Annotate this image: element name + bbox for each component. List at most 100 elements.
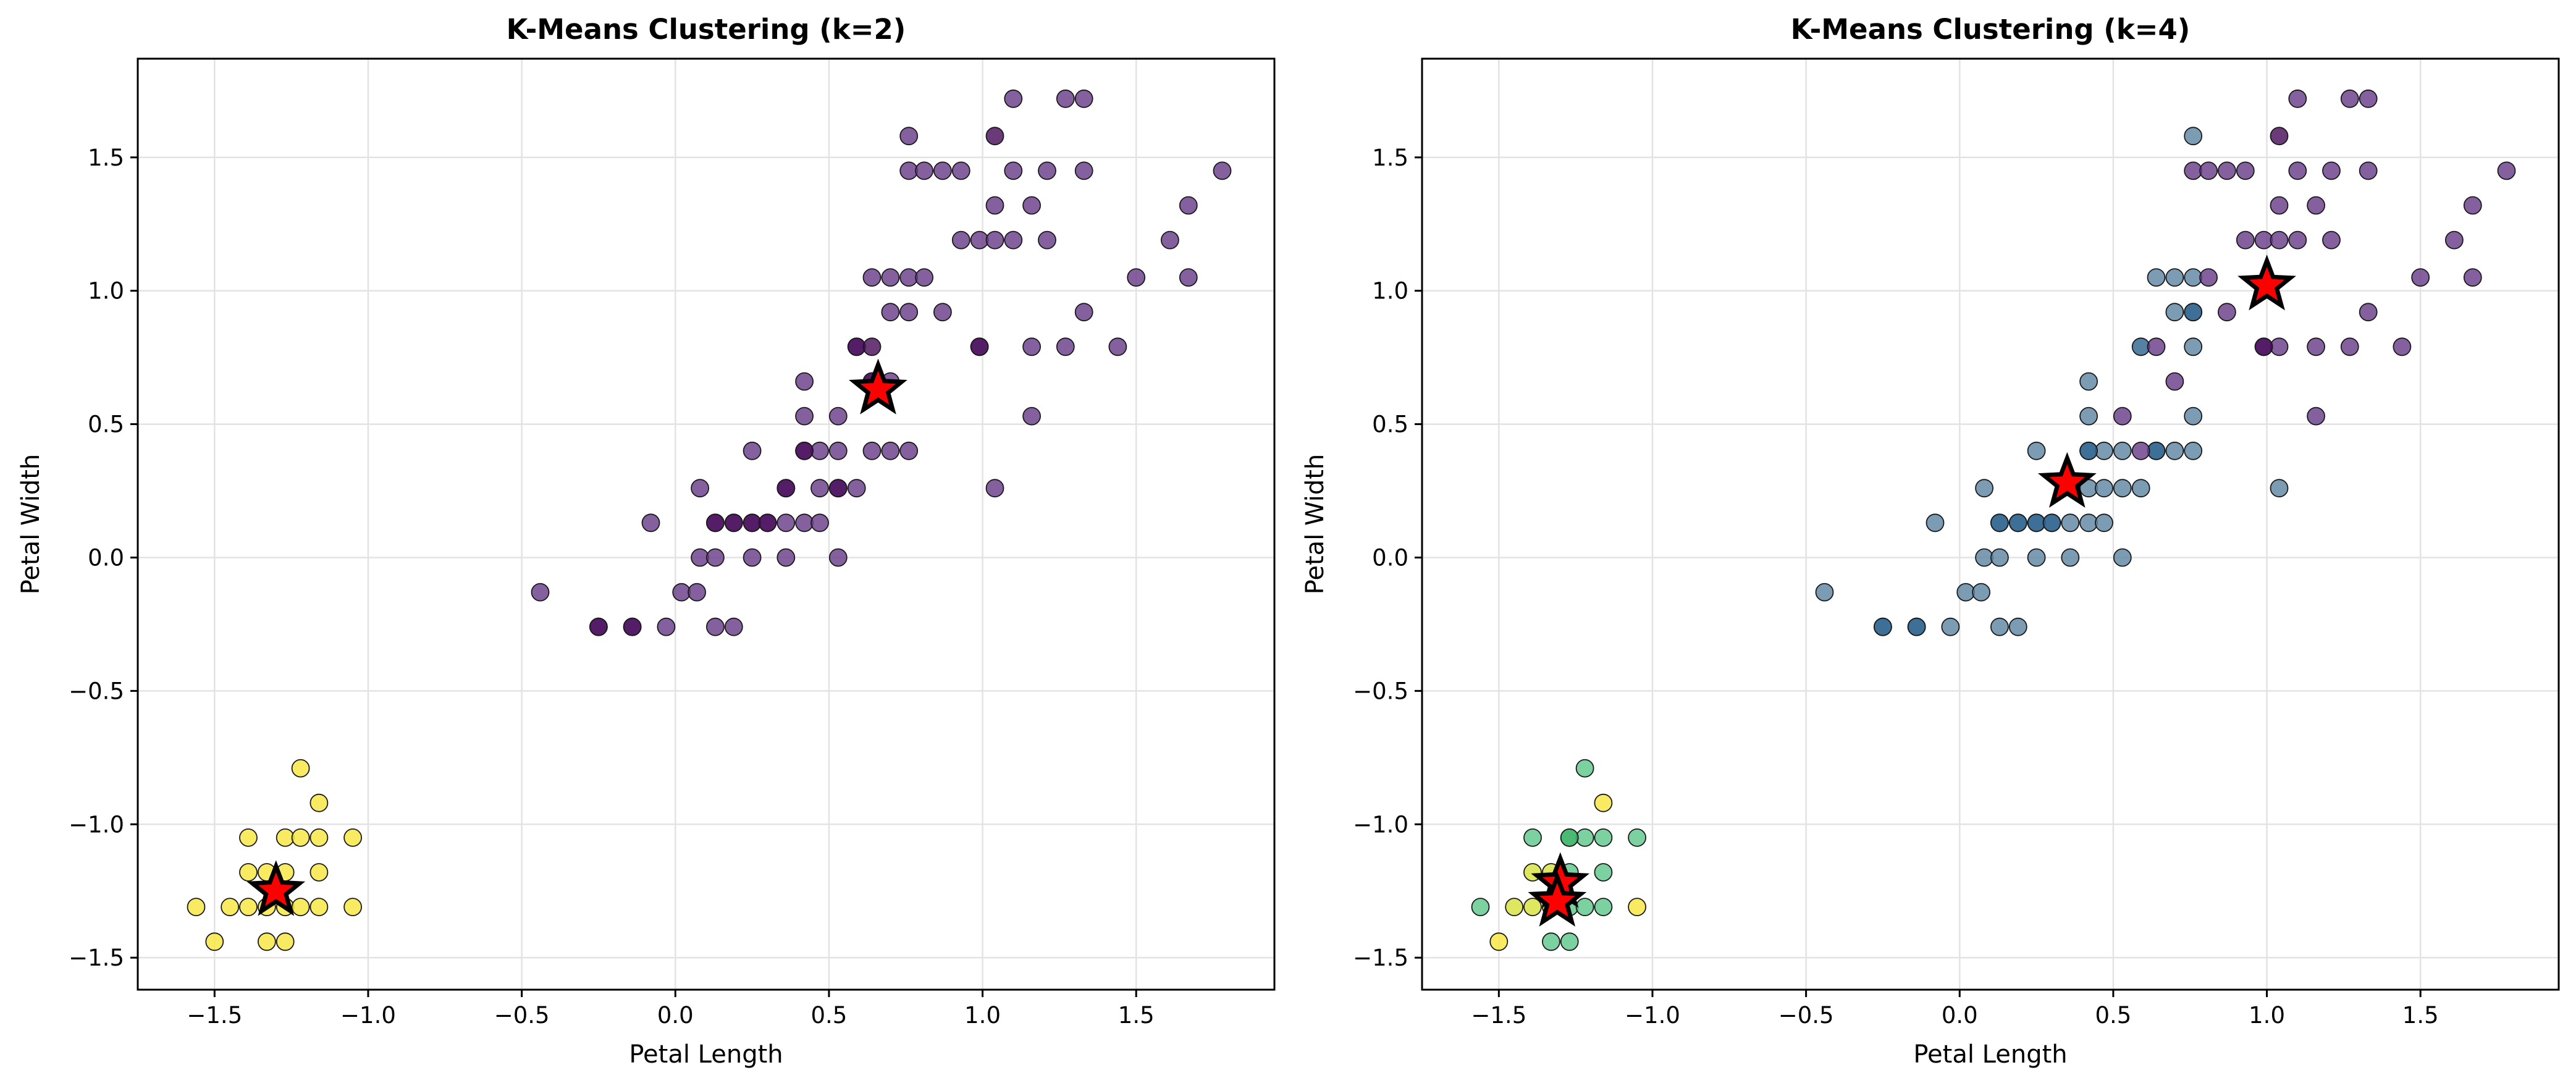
data-point [810,479,829,498]
data-point [706,617,725,636]
data-point [970,230,989,250]
data-point [2254,230,2273,250]
data-point [2411,268,2430,287]
data-point [828,441,848,460]
x-tick-label: −0.5 [1778,1002,1834,1029]
data-point [2131,441,2150,460]
data-point [2165,303,2184,322]
data-point [1594,863,1613,882]
y-tick-label: 0.5 [1372,411,1408,438]
data-point [985,196,1004,215]
data-point [1975,479,1994,498]
data-point [2165,268,2184,287]
data-point [2236,230,2255,250]
data-point [2288,89,2307,108]
data-point [2027,548,2046,567]
data-point [985,479,1004,498]
data-point [1594,793,1613,812]
x-tick-label: −0.5 [494,1002,550,1029]
data-point [2184,303,2203,322]
data-point [1213,161,1232,180]
y-tick-label: 0.5 [88,411,124,438]
data-point [1575,759,1594,778]
data-point [2184,337,2203,356]
data-point [1004,89,1023,108]
data-point [291,898,310,916]
data-point [1179,268,1198,287]
data-point [1523,828,1542,847]
data-point [2307,196,2326,215]
data-point [743,548,762,567]
x-tick-label: −1.5 [1471,1002,1526,1029]
data-point [881,441,900,460]
y-tick-label: 1.5 [1372,145,1408,171]
data-point [724,513,743,533]
data-point [309,828,329,847]
data-point [1907,617,1926,636]
data-point [1523,898,1542,916]
data-point [2079,406,2098,426]
data-point [2184,441,2203,460]
data-point [899,161,919,180]
data-point [2113,548,2132,567]
y-tick-label: −1.5 [69,945,124,971]
data-point [706,513,725,533]
panel-k2: −1.5 −1.0 −0.5 0.0 0.5 1.0 1.5 −1.5 −1.0 −0.5 0.0 0… [17,13,1276,1069]
data-point [2270,230,2289,250]
y-tick-label: −1.0 [1353,811,1408,838]
data-point [2359,161,2378,180]
data-point [2254,337,2273,356]
y-tick-label: 1.5 [88,145,124,171]
data-point [1873,617,1892,636]
x-tick-label: 1.5 [2402,1002,2439,1029]
data-point [343,828,362,847]
data-point [1022,337,1041,356]
data-point [1161,230,1179,250]
data-point [309,863,329,882]
data-point [2042,513,2061,533]
data-point [2288,230,2307,250]
data-point [2288,161,2307,180]
data-point [239,863,258,882]
y-tick-label: −0.5 [69,678,124,704]
data-point [1056,337,1075,356]
data-point [2322,230,2341,250]
data-point [777,548,796,567]
data-point [2095,513,2113,533]
data-point [951,161,970,180]
data-point [1941,617,1960,636]
data-point [2340,337,2359,356]
data-point [2095,441,2113,460]
y-tick-label: 1.0 [1372,278,1408,305]
data-point [657,617,676,636]
data-point [2217,161,2236,180]
data-point [2359,303,2378,322]
x-axis-label: Petal Length [629,1040,783,1069]
data-point [915,268,933,287]
data-point [795,372,814,391]
data-point [881,303,900,322]
centroid-star [2237,255,2296,311]
data-point [1004,230,1023,250]
centroid-star [1528,870,1587,927]
data-point [2393,337,2412,356]
data-point [758,513,777,533]
data-point [2131,479,2150,498]
data-point [1575,898,1594,916]
data-point [1505,898,1524,916]
data-point [2270,127,2289,146]
data-point [2217,303,2236,322]
data-point [862,441,882,460]
data-point [1975,548,1994,567]
data-point [309,898,329,916]
data-point [2359,89,2378,108]
data-point [1074,303,1093,322]
data-point [2184,268,2203,287]
data-point [828,406,848,426]
data-point [1108,337,1127,356]
data-point [291,759,310,778]
panel-k4: −1.5 −1.0 −0.5 0.0 0.5 1.0 1.5 −1.5 −1.0 −0.5 0.0 0… [1301,13,2560,1069]
axes-frame [1421,57,2560,991]
data-point [1990,513,2009,533]
data-point [1022,406,1041,426]
